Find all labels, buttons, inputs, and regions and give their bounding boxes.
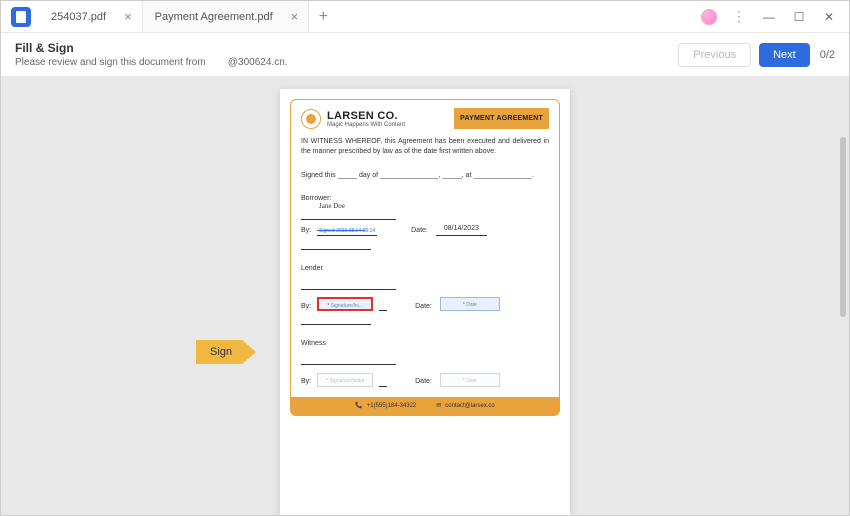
date-label: Date:	[411, 226, 428, 236]
tab-label: 254037.pdf	[51, 11, 106, 23]
email-icon: ✉	[436, 402, 441, 410]
toolbar: Fill & Sign Please review and sign this …	[1, 33, 849, 77]
divider-line	[301, 317, 371, 325]
lender-label: Lender	[301, 264, 549, 274]
toolbar-title: Fill & Sign	[15, 41, 288, 55]
titlebar: 254037.pdf × Payment Agreement.pdf × + ⋮…	[1, 1, 849, 33]
document-badge: PAYMENT AGREEMENT	[454, 108, 549, 129]
scrollbar[interactable]	[840, 137, 846, 317]
document-footer: 📞 +1(555)184-34322 ✉ contact@larsex.co	[291, 397, 559, 415]
document-header: LARSEN CO. Magic Happens With Content PA…	[301, 108, 549, 129]
witness-name-line	[301, 355, 396, 365]
close-icon[interactable]: ×	[291, 9, 299, 24]
sign-here-indicator[interactable]: Sign	[196, 340, 256, 364]
footer-phone: 📞 +1(555)184-34322	[355, 402, 416, 410]
borrower-name: Jane Doe	[319, 202, 345, 212]
witness-section-label: Witness	[301, 339, 549, 349]
company-name: LARSEN CO.	[327, 110, 405, 122]
lender-name-line	[301, 280, 396, 290]
borrower-signature-line: Signed 2023.08.14 08:14	[317, 226, 377, 236]
sign-arrow-label: Sign	[196, 340, 242, 364]
footer-email: ✉ contact@larsex.co	[436, 402, 494, 410]
app-icon	[11, 7, 31, 27]
witness-paragraph: IN WITNESS WHEREOF, this Agreement has b…	[301, 137, 549, 157]
toolbar-subtitle: Please review and sign this document fro…	[15, 57, 288, 68]
page-counter: 0/2	[820, 49, 835, 61]
date-label: Date:	[415, 377, 432, 387]
tab-document-1[interactable]: 254037.pdf ×	[39, 1, 143, 32]
lender-date-field[interactable]: * Date	[440, 297, 500, 311]
borrower-date-value: 08/14/2023	[436, 224, 487, 236]
workspace: Sign LARSEN CO. Magic Happens With Conte…	[1, 77, 849, 515]
close-window-icon[interactable]: ✕	[815, 5, 843, 29]
divider-line	[301, 242, 371, 250]
tab-document-2[interactable]: Payment Agreement.pdf ×	[143, 1, 310, 32]
by-label: By:	[301, 377, 311, 387]
borrower-name-line	[301, 210, 396, 220]
previous-button[interactable]: Previous	[678, 43, 751, 67]
company-logo-icon	[301, 109, 321, 129]
profile-icon[interactable]	[701, 9, 717, 25]
minimize-icon[interactable]: —	[755, 5, 783, 29]
witness-signature-field[interactable]: * Signature/Initial	[317, 373, 373, 387]
witness-date-field[interactable]: * Date	[440, 373, 500, 387]
add-tab-button[interactable]: +	[309, 1, 337, 32]
window-controls: ⋮ — ☐ ✕	[701, 5, 849, 29]
close-icon[interactable]: ×	[124, 9, 132, 24]
by-label: By:	[301, 302, 311, 312]
by-label: By:	[301, 226, 311, 236]
date-label: Date:	[415, 302, 432, 312]
menu-icon[interactable]: ⋮	[725, 5, 753, 29]
company-tagline: Magic Happens With Content	[327, 122, 405, 128]
arrow-head-icon	[242, 340, 256, 364]
lender-signature-field[interactable]: * Signature/Ini...	[317, 297, 373, 311]
tab-label: Payment Agreement.pdf	[155, 11, 273, 23]
tabs-container: 254037.pdf × Payment Agreement.pdf × +	[39, 1, 701, 32]
document-page: LARSEN CO. Magic Happens With Content PA…	[280, 89, 570, 515]
signed-date-line: Signed this _____ day of _______________…	[301, 171, 549, 181]
next-button[interactable]: Next	[759, 43, 810, 67]
phone-icon: 📞	[355, 402, 362, 410]
maximize-icon[interactable]: ☐	[785, 5, 813, 29]
